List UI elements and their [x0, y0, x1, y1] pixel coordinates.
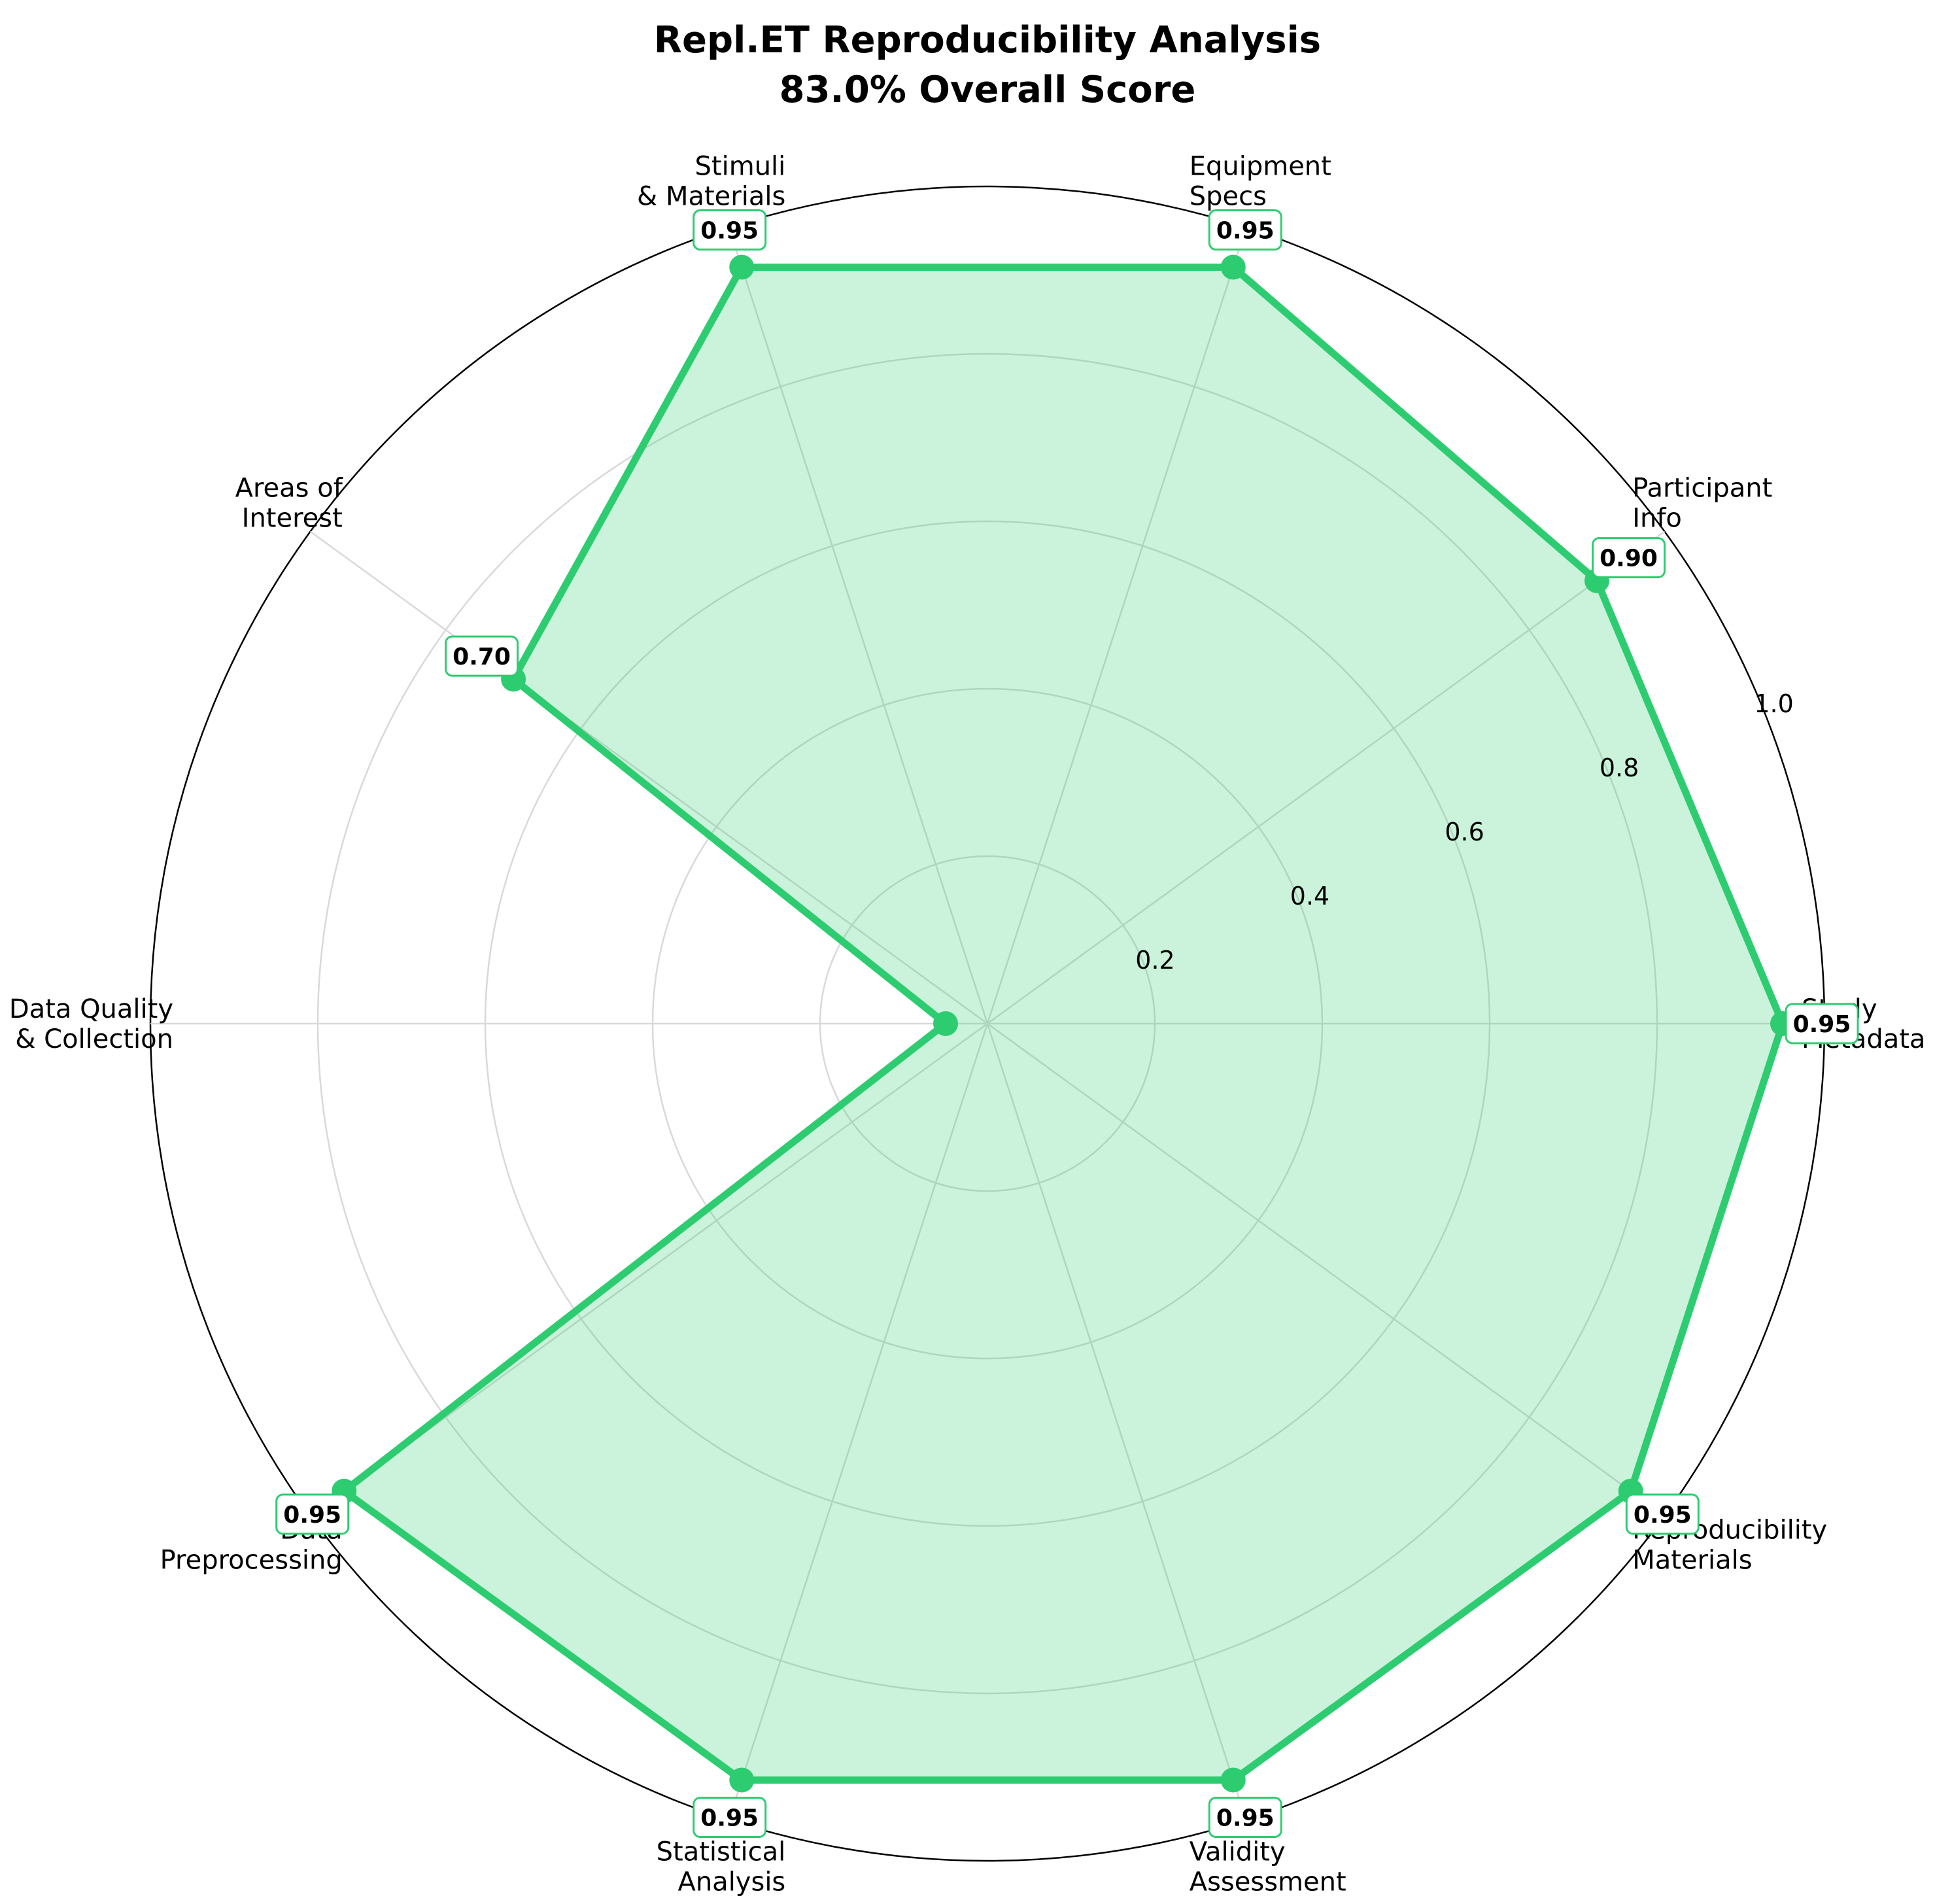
category-label-line: & Collection: [15, 1024, 173, 1054]
value-label-box: [1785, 1003, 1859, 1045]
data-point: [1220, 1767, 1246, 1793]
series-layer: [332, 254, 1795, 1793]
category-label-line: Info: [1632, 504, 1682, 534]
grid-spoke: [986, 1023, 1247, 1820]
radial-tick-label: 0.2: [1135, 946, 1174, 975]
category-label-line: Materials: [1632, 1545, 1752, 1575]
value-layer: 0.95 0.90 0.95 0.95 0.70 0.95 0.95 0.95 0.95: [275, 209, 1859, 1839]
chart-title: Repl.ET Reproducibility Analysis: [654, 19, 1321, 61]
category-label-line: Preprocessing: [160, 1545, 343, 1575]
category-label: Areas of Interest: [235, 474, 343, 534]
category-label-line: Equipment: [1190, 151, 1331, 181]
value-label-box: [1592, 537, 1666, 579]
category-label-line: Data Quality: [9, 994, 173, 1024]
radial-tick-label: 1.0: [1754, 689, 1793, 718]
category-label-line: Validity: [1190, 1837, 1286, 1867]
value-label-box: [445, 635, 519, 677]
value-label: 0.95: [1216, 1805, 1275, 1832]
grid-spoke: [987, 530, 1666, 1025]
value-label: 0.95: [700, 1805, 759, 1832]
grid-spoke: [309, 530, 988, 1025]
value-label-box: [693, 209, 767, 251]
grid-spoke: [987, 1022, 1666, 1517]
category-label: Equipment Specs: [1190, 151, 1331, 211]
category-label-line: Assessment: [1190, 1867, 1346, 1897]
label-layer: StudyMetadataParticipantInfoEquipmentSpe…: [9, 151, 1926, 1897]
value-label: 0.90: [1600, 545, 1658, 572]
category-label: Stimuli & Materials: [637, 151, 785, 211]
value-label: 0.95: [283, 1502, 341, 1529]
category-label: Data Quality & Collection: [9, 994, 173, 1054]
category-label-line: Participant: [1632, 474, 1772, 504]
data-point: [933, 1011, 958, 1036]
radial-tick-label: 0.8: [1600, 753, 1639, 782]
value-label-box: [1208, 209, 1282, 251]
category-label-line: Specs: [1190, 181, 1267, 211]
value-label-box: [693, 1797, 767, 1839]
data-point: [729, 254, 755, 280]
chart-subtitle: 83.0% Overall Score: [779, 69, 1196, 111]
category-label-line: Analysis: [677, 1867, 785, 1897]
grid-spoke: [986, 227, 1247, 1024]
series-area: [344, 267, 1783, 1780]
value-label-box: [275, 1493, 350, 1535]
grid-spoke: [728, 227, 989, 1024]
category-label: Statistical Analysis: [657, 1837, 786, 1897]
value-label: 0.95: [1216, 217, 1275, 244]
category-label-line: Areas of: [235, 474, 343, 504]
value-label: 0.70: [453, 644, 511, 670]
category-label: Validity Assessment: [1190, 1837, 1346, 1897]
radial-tick-label: 0.6: [1445, 818, 1484, 846]
category-label: Reproducibility Materials: [1632, 1515, 1827, 1575]
category-label-line: & Materials: [637, 181, 785, 211]
value-label: 0.95: [1793, 1011, 1851, 1038]
category-label-line: Statistical: [657, 1837, 786, 1867]
value-label-box: [1208, 1797, 1282, 1839]
radial-tick-label: 0.4: [1290, 882, 1329, 910]
data-point: [1220, 254, 1246, 280]
category-label: Participant Info: [1632, 474, 1772, 534]
data-point: [729, 1767, 755, 1793]
value-label-box: [1625, 1493, 1700, 1535]
value-label: 0.95: [700, 217, 759, 244]
category-label-line: Stimuli: [695, 151, 786, 181]
tick-layer: 0.2 0.4 0.6 0.8 1.0: [1135, 689, 1793, 975]
grid-spoke: [728, 1023, 989, 1820]
category-label-line: Interest: [242, 504, 343, 534]
value-label: 0.95: [1634, 1502, 1692, 1529]
